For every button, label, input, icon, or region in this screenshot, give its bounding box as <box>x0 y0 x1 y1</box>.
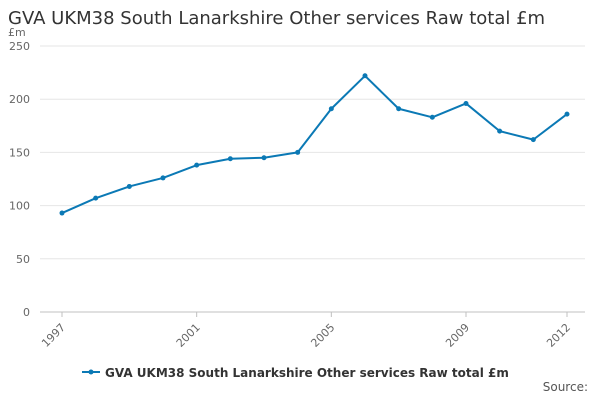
data-point[interactable] <box>59 210 65 216</box>
y-tick-label: 200 <box>9 93 30 106</box>
source-label: Source: <box>542 380 588 394</box>
data-point[interactable] <box>429 114 435 120</box>
data-point[interactable] <box>396 106 402 112</box>
legend[interactable]: GVA UKM38 South Lanarkshire Other servic… <box>82 366 509 380</box>
data-point[interactable] <box>328 106 334 112</box>
legend-label: GVA UKM38 South Lanarkshire Other servic… <box>105 366 509 380</box>
legend-marker <box>88 369 94 375</box>
y-tick-label: 0 <box>23 306 30 319</box>
y-axis-tick-labels: 0 50 100 150 200 250 <box>9 40 30 319</box>
x-axis-tick-labels: 1997 2001 2005 2009 2012 <box>39 312 573 350</box>
y-tick-label: 100 <box>9 200 30 213</box>
x-tick-label: 2001 <box>174 321 203 350</box>
data-point[interactable] <box>564 111 570 117</box>
y-axis-unit-label: £m <box>8 26 26 39</box>
data-point[interactable] <box>530 137 536 143</box>
y-tick-label: 250 <box>9 40 30 53</box>
data-point[interactable] <box>261 155 267 161</box>
data-point[interactable] <box>463 100 469 106</box>
y-tick-label: 150 <box>9 146 30 159</box>
y-tick-label: 50 <box>16 253 30 266</box>
data-point[interactable] <box>160 175 166 181</box>
x-tick-label: 2012 <box>544 321 573 350</box>
series-line <box>61 74 568 214</box>
data-point[interactable] <box>227 156 233 162</box>
data-point[interactable] <box>497 128 503 134</box>
grid <box>40 45 585 313</box>
data-point[interactable] <box>362 73 368 79</box>
x-tick-label: 2005 <box>308 321 337 350</box>
series-group <box>59 73 570 216</box>
data-point[interactable] <box>93 195 99 201</box>
data-point[interactable] <box>295 149 301 155</box>
data-point[interactable] <box>126 183 132 189</box>
data-point[interactable] <box>194 162 200 168</box>
x-tick-label: 1997 <box>39 321 68 350</box>
chart-title: GVA UKM38 South Lanarkshire Other servic… <box>8 8 546 29</box>
x-tick-label: 2009 <box>443 321 472 350</box>
